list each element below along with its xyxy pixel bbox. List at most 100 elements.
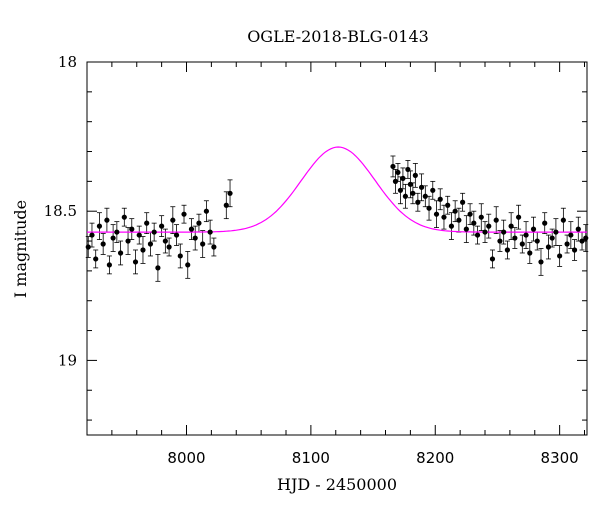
data-point [185, 262, 191, 268]
data-point [523, 232, 529, 238]
data-point [203, 208, 210, 214]
x-tick-label: 8000 [167, 449, 205, 467]
data-point [211, 244, 217, 250]
data-point [104, 217, 110, 223]
y-tick-label: 18 [58, 53, 77, 71]
data-point [173, 232, 180, 238]
tick-labels: 8000 8100 8200 8300 18 18.5 19 [44, 53, 579, 467]
data-point [549, 235, 555, 241]
data-point [486, 223, 492, 229]
data-point [223, 202, 229, 208]
x-axis-label: HJD - 2450000 [277, 475, 397, 494]
data-point [402, 193, 409, 199]
data-point [497, 238, 503, 244]
y-axis-label: I magnitude [11, 200, 30, 298]
data-point [415, 199, 421, 205]
data-point [159, 223, 165, 229]
data-point [132, 259, 139, 265]
data-point [188, 226, 195, 232]
data-point [395, 169, 401, 176]
data-point [441, 214, 447, 220]
data-point [410, 190, 416, 196]
data-point [508, 223, 514, 229]
data-point [489, 256, 496, 262]
data-point [512, 235, 518, 241]
data-point [474, 232, 481, 238]
data-point [482, 229, 488, 235]
data-point [227, 190, 233, 196]
data-point [397, 187, 404, 193]
data-point [422, 193, 428, 199]
error-bars [85, 155, 589, 282]
data-point [437, 196, 443, 202]
data-point [553, 229, 559, 235]
data-point [515, 214, 522, 220]
data-point [571, 247, 578, 253]
data-point [151, 229, 157, 235]
data-point [412, 172, 418, 178]
data-point [467, 211, 473, 217]
data-point [542, 220, 548, 226]
data-point [448, 223, 455, 229]
data-point [390, 163, 396, 170]
data-point [463, 226, 469, 232]
data-point [430, 187, 436, 193]
data-point [504, 247, 510, 253]
data-point [89, 232, 95, 238]
data-point [557, 253, 563, 259]
data-point [170, 217, 176, 223]
data-point [471, 220, 477, 226]
data-point [106, 262, 112, 268]
data-point [136, 232, 142, 238]
data-point [177, 253, 183, 259]
data-point [519, 241, 525, 247]
data-point [564, 241, 570, 247]
data-point [433, 211, 440, 217]
data-point [129, 226, 135, 232]
data-point [192, 235, 198, 241]
data-point [538, 259, 544, 265]
data-point [530, 226, 537, 232]
data-point [583, 235, 589, 241]
data-point [200, 241, 206, 247]
data-point [426, 205, 432, 211]
data-point [207, 229, 213, 235]
data-point [534, 238, 540, 244]
data-point [456, 217, 462, 223]
data-point [121, 214, 127, 220]
chart-title: OGLE-2018-BLG-0143 [247, 27, 429, 46]
data-point [501, 229, 507, 235]
data-point [155, 265, 161, 271]
data-point [407, 181, 413, 187]
data-point [478, 214, 484, 220]
axis-ticks [87, 61, 587, 435]
x-tick-label: 8200 [416, 449, 454, 467]
data-point [140, 247, 146, 253]
x-tick-label: 8100 [292, 449, 330, 467]
data-point [93, 256, 99, 262]
data-point [196, 220, 202, 226]
data-point [460, 199, 466, 205]
y-tick-label: 18.5 [44, 202, 77, 220]
data-point [527, 250, 533, 256]
data-point [493, 217, 499, 223]
y-tick-label: 19 [58, 351, 77, 369]
data-point [85, 244, 91, 250]
data-point [545, 244, 552, 250]
data-point [405, 166, 411, 173]
data-point [117, 250, 124, 256]
data-point [144, 220, 150, 226]
data-point [114, 229, 120, 235]
data-point [147, 241, 154, 247]
data-point [445, 202, 451, 208]
data-point [575, 226, 581, 232]
data-point [166, 244, 172, 250]
data-point [110, 235, 116, 241]
data-point [400, 175, 406, 181]
x-tick-label: 8300 [541, 449, 579, 467]
data-points [85, 163, 589, 271]
data-point [181, 211, 187, 217]
data-point [568, 232, 574, 238]
plot-frame [86, 61, 588, 436]
